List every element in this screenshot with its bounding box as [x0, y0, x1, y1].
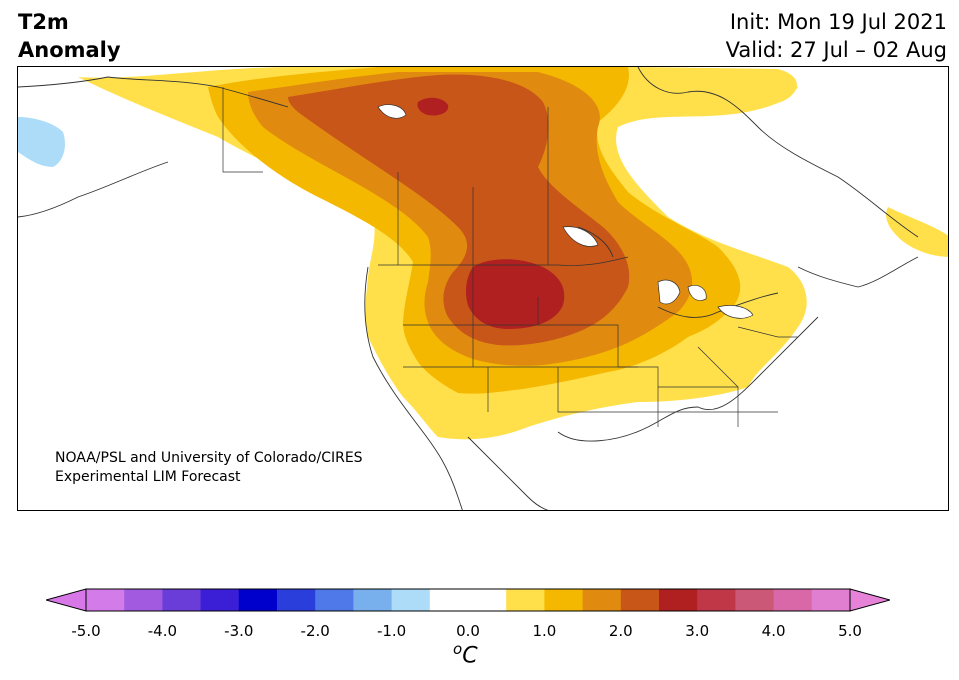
colorbar-bin: [620, 589, 660, 611]
colorbar-tick-label: 3.0: [685, 622, 710, 640]
map-panel: [17, 66, 949, 511]
colorbar-bin: [315, 589, 354, 611]
anomaly-region-2.5-3.0: [465, 259, 565, 329]
political-borders: [222, 87, 798, 427]
colorbar-bin: [353, 589, 393, 611]
colorbar-bins: [86, 589, 851, 611]
colorbar-bin: [391, 589, 431, 611]
colorbar-bin: [277, 589, 316, 611]
colorbar-tick-label: -5.0: [71, 622, 101, 640]
colorbar-tick-label: -4.0: [147, 622, 178, 640]
colorbar-tick-label: -2.0: [300, 622, 330, 640]
colorbar-ticks: -5.0 -4.0 -3.0 -2.0 -1.0 0.0 1.0 2.0 3.0 4.0 5.0: [0, 622, 959, 642]
title-line-1: T2m: [18, 10, 69, 34]
title-line-2: Anomaly: [18, 38, 121, 62]
colorbar-bin: [811, 589, 851, 611]
colorbar-tick-label: 4.0: [761, 622, 786, 640]
colorbar: [46, 588, 890, 612]
colorbar-bin: [544, 589, 584, 611]
colorbar-tick-label: -3.0: [224, 622, 254, 640]
anomaly-map: [18, 67, 948, 510]
colorbar-bin: [468, 589, 507, 611]
credit-line-1: NOAA/PSL and University of Colorado/CIRE…: [55, 450, 363, 466]
map-title: T2m Anomaly: [18, 8, 121, 64]
colorbar-bin: [659, 589, 698, 611]
unit-base: C: [462, 643, 478, 669]
anomaly-region-0.5-1.0-ne: [708, 74, 798, 100]
colorbar-bin: [697, 589, 736, 611]
colorbar-bin: [162, 589, 202, 611]
unit-superscript: o: [453, 640, 463, 658]
lakes: [377, 104, 754, 319]
colorbar-extend-low: [46, 588, 87, 612]
credit-text: NOAA/PSL and University of Colorado/CIRE…: [55, 449, 363, 487]
colorbar-tick-label: 2.0: [608, 622, 633, 640]
colorbar-bin: [773, 589, 813, 611]
forecast-dates: Init: Mon 19 Jul 2021 Valid: 27 Jul – 02…: [726, 8, 947, 64]
colorbar-bin: [86, 589, 125, 611]
colorbar-tick-label: 0.0: [456, 622, 480, 640]
colorbar-bin: [735, 589, 775, 611]
init-date: Init: Mon 19 Jul 2021: [729, 10, 947, 34]
colorbar-bin: [506, 589, 545, 611]
colorbar-bin: [582, 589, 622, 611]
colorbar-tick-label: 5.0: [838, 622, 862, 640]
anomaly-region-0.5-1.0-east: [886, 207, 948, 257]
colorbar-bin: [124, 589, 163, 611]
colorbar-bin: [200, 589, 240, 611]
colorbar-outline: [85, 588, 851, 612]
anomaly-region-cool: [18, 117, 65, 167]
colorbar-unit: oC: [453, 640, 478, 668]
valid-date: Valid: 27 Jul – 02 Aug: [725, 38, 947, 62]
colorbar-extend-high: [849, 588, 890, 612]
credit-line-2: Experimental LIM Forecast: [55, 469, 241, 485]
colorbar-bin: [238, 589, 278, 611]
anomaly-region-2.5-3.0-north: [417, 97, 449, 116]
colorbar-tick-label: 1.0: [532, 622, 557, 640]
colorbar-tick-label: -1.0: [376, 622, 407, 640]
coastlines: [18, 67, 919, 510]
colorbar-bin: [429, 589, 469, 611]
